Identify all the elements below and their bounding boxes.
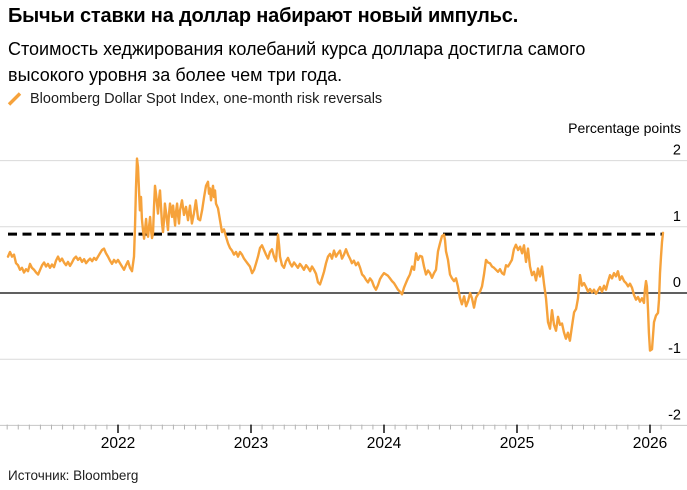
page-title: Бычьи ставки на доллар набирают новый им… <box>8 5 519 27</box>
y-tick-label: 2 <box>673 143 681 159</box>
y-tick-label: 0 <box>673 275 681 291</box>
x-tick-label: 2025 <box>500 435 534 452</box>
page-subtitle: Стоимость хеджирования колебаний курса д… <box>8 39 586 85</box>
x-tick-label: 2022 <box>101 435 135 452</box>
x-tick-label: 2024 <box>367 435 402 452</box>
y-axis-unit-label: Percentage points <box>568 120 681 136</box>
x-tick-label: 2023 <box>234 435 268 452</box>
series-line <box>6 157 665 352</box>
legend-line-icon <box>7 92 22 106</box>
legend-label: Bloomberg Dollar Spot Index, one-month r… <box>30 91 383 107</box>
x-tick-label: 2026 <box>633 435 667 452</box>
y-tick-label: -1 <box>668 341 681 357</box>
source-note: Источник: Bloomberg <box>8 468 139 483</box>
y-tick-label: -2 <box>668 407 681 423</box>
legend: Bloomberg Dollar Spot Index, one-month r… <box>6 91 382 107</box>
y-tick-label: 1 <box>673 209 681 225</box>
